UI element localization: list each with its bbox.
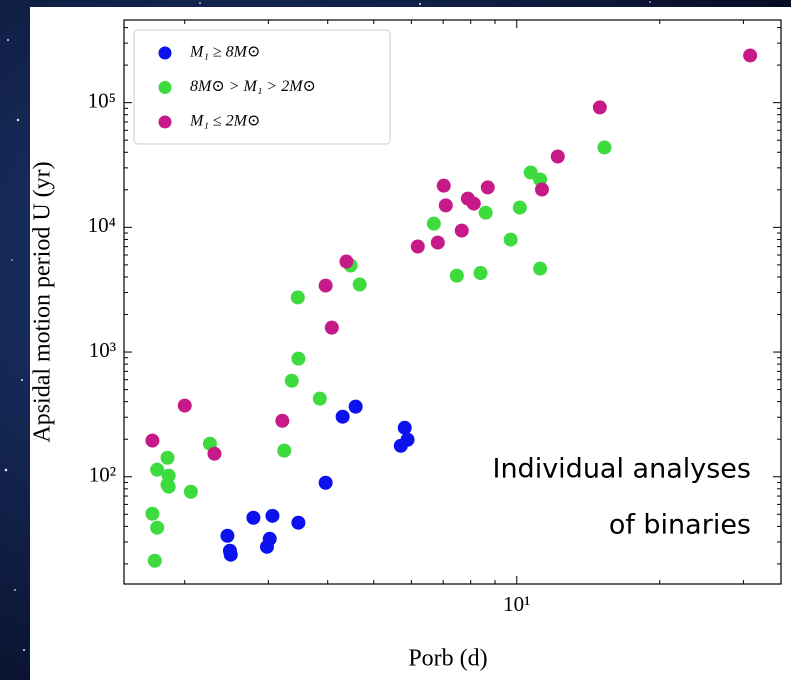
- data-point: [265, 508, 280, 523]
- data-point: [284, 373, 299, 388]
- legend-label: M₁ ≤ 2M⊙: [189, 113, 260, 130]
- data-point: [348, 399, 363, 414]
- data-point: [438, 198, 453, 213]
- data-point: [161, 479, 176, 494]
- data-point: [550, 149, 565, 164]
- data-point: [160, 450, 175, 465]
- data-point: [478, 205, 493, 220]
- data-point: [147, 553, 162, 568]
- data-point: [512, 200, 527, 215]
- data-point: [291, 351, 306, 366]
- data-point: [220, 528, 235, 543]
- data-point: [277, 443, 292, 458]
- data-point: [335, 409, 350, 424]
- y-tick-label: 10⁴: [88, 213, 116, 237]
- data-point: [454, 223, 469, 238]
- data-point: [262, 531, 277, 546]
- data-point: [290, 290, 305, 305]
- data-point: [246, 510, 261, 525]
- data-point: [312, 391, 327, 406]
- legend-marker: [158, 81, 172, 94]
- annotation: of binaries: [609, 510, 751, 541]
- data-point: [480, 180, 495, 195]
- data-point: [743, 48, 758, 63]
- data-point: [473, 266, 488, 281]
- data-point: [324, 320, 339, 335]
- y-tick-label: 10²: [89, 463, 116, 487]
- data-point: [145, 433, 160, 448]
- data-point: [397, 420, 412, 435]
- data-point: [291, 515, 306, 530]
- data-point: [466, 196, 481, 211]
- data-point: [592, 100, 607, 115]
- data-point: [339, 254, 354, 269]
- y-axis-label: Apsidal motion period U (yr): [30, 161, 56, 442]
- legend-marker: [158, 115, 172, 129]
- data-point: [150, 462, 165, 477]
- data-point: [275, 413, 290, 428]
- data-point: [177, 398, 192, 413]
- data-point: [352, 277, 367, 292]
- data-point: [318, 475, 333, 490]
- data-point: [426, 216, 441, 231]
- data-point: [145, 506, 160, 521]
- data-point: [430, 235, 445, 250]
- plot-frame: [123, 19, 782, 585]
- annotation: Individual analyses: [492, 454, 751, 485]
- stars: [4, 1, 651, 651]
- data-point: [436, 178, 451, 193]
- data-point: [183, 484, 198, 499]
- data-point: [534, 182, 549, 197]
- data-point: [223, 547, 238, 562]
- data-point: [597, 140, 612, 155]
- data-point: [449, 268, 464, 283]
- data-point: [400, 432, 415, 447]
- legend-label: M₁ ≥ 8M⊙: [189, 44, 260, 61]
- x-tick-label: 10¹: [503, 592, 530, 616]
- data-point: [410, 239, 425, 254]
- y-tick-label: 10³: [89, 338, 116, 362]
- x-axis-label: Porb (d): [408, 646, 487, 672]
- data-point: [318, 278, 333, 293]
- data-point: [150, 520, 165, 535]
- legend-box: [133, 29, 391, 145]
- data-point: [207, 446, 222, 461]
- data-point: [503, 232, 518, 247]
- data-point: [533, 261, 548, 276]
- y-tick-label: 10⁵: [88, 88, 116, 112]
- legend-marker: [158, 46, 172, 60]
- legend-label: 8M⊙ > M₁ > 2M⊙: [190, 78, 316, 95]
